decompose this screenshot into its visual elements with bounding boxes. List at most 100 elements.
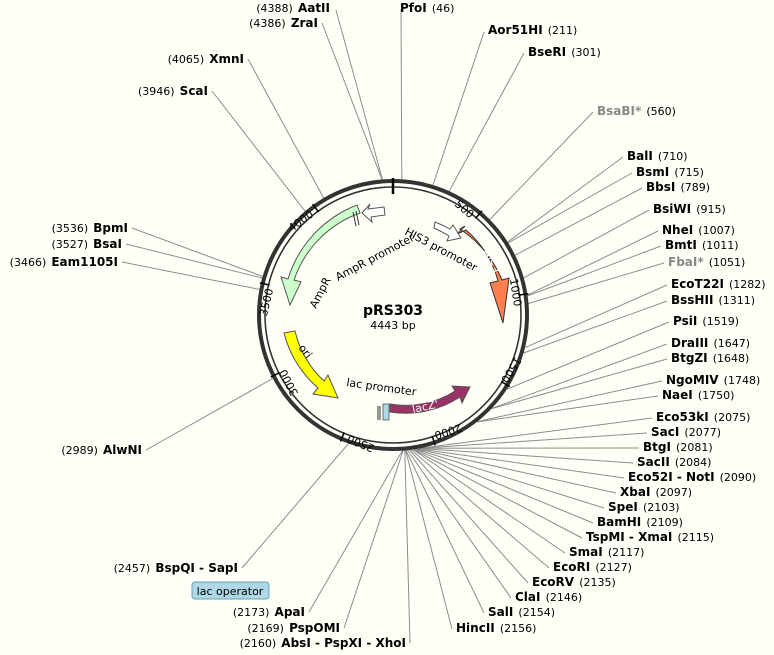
site-label: PfoI (46): [400, 0, 454, 16]
site-position: (2090): [720, 471, 757, 484]
site-position: (2457): [114, 562, 151, 575]
site-enzyme: BsiWI: [653, 202, 691, 216]
site-position: (1519): [702, 315, 739, 328]
site-leader: [506, 321, 670, 390]
site-label: SmaI (2117): [569, 541, 644, 560]
site-enzyme: AbsI - PspXI - XhoI: [281, 636, 406, 650]
site-position: (2109): [646, 516, 683, 529]
site-label: HincII (2156): [456, 617, 536, 636]
site-label: NaeI (1750): [662, 384, 734, 403]
site-position: (3527): [51, 238, 88, 251]
site-enzyme: Eco53kI: [656, 410, 709, 424]
site-position: (2135): [579, 576, 616, 589]
ampr-promoter-label: AmpR promoter: [333, 231, 417, 284]
site-position: (2146): [546, 591, 583, 604]
site-leader: [416, 448, 617, 494]
site-leader: [419, 447, 634, 464]
site-label: BsmI (715): [636, 161, 704, 180]
site-label: (4388) AatII: [256, 0, 330, 16]
site-position: (2081): [676, 441, 713, 454]
site-enzyme: XbaI: [620, 485, 650, 499]
site-position: (301): [571, 46, 601, 59]
site-enzyme: SmaI: [569, 545, 603, 559]
site-leader: [527, 245, 662, 297]
site-enzyme: AlwNI: [103, 443, 142, 457]
site-leader: [420, 432, 648, 449]
site-label: (4386) ZraI: [249, 12, 318, 31]
site-enzyme: BtgI: [643, 440, 671, 454]
site-position: (2103): [643, 501, 680, 514]
site-position: (4386): [249, 17, 286, 30]
site-leader: [412, 449, 566, 554]
site-label: (2169) PspOMI: [247, 617, 340, 636]
site-enzyme: NgoMIV: [666, 373, 719, 387]
his3-promoter-arrow: [433, 221, 462, 242]
tick-label: 2500: [345, 432, 376, 455]
site-position: (1648): [713, 352, 750, 365]
site-position: (2169): [247, 622, 284, 635]
site-leader: [507, 156, 624, 243]
site-leader: [308, 450, 403, 613]
site-position: (1007): [698, 224, 735, 237]
site-position: (2115): [677, 531, 714, 544]
lac-promoter-label: lac promoter: [346, 376, 418, 399]
lac-operator-mark: [382, 403, 390, 421]
site-position: (3466): [10, 256, 47, 269]
site-leader: [125, 243, 263, 279]
tick-mark: [500, 380, 511, 388]
site-leader: [524, 284, 668, 349]
site-label: SalI (2154): [488, 601, 555, 620]
site-label: (3946) ScaI: [138, 80, 208, 99]
site-label: EcoRV (2135): [532, 571, 616, 590]
site-position: (3536): [52, 222, 89, 235]
tick-mark: [339, 431, 345, 442]
tick-label: 1000: [507, 278, 524, 308]
site-enzyme: BamHI: [597, 515, 641, 529]
site-position: (2989): [61, 444, 98, 457]
site-enzyme: BspQI - SapI: [155, 561, 238, 575]
site-position: (2117): [608, 546, 645, 559]
site-enzyme: SacII: [637, 455, 670, 469]
tick-label: 3500: [257, 287, 276, 317]
site-position: (915): [696, 203, 726, 216]
site-position: (46): [432, 2, 455, 15]
site-enzyme: ZraI: [291, 16, 318, 30]
site-leader: [523, 300, 668, 354]
site-enzyme: SalI: [488, 605, 513, 619]
site-enzyme: BmtI: [665, 238, 697, 252]
site-position: (2084): [675, 456, 712, 469]
site-label: NheI (1007): [662, 219, 735, 238]
site-label: BamHI (2109): [597, 511, 683, 530]
ampr-label: AmpR: [307, 275, 334, 311]
site-enzyme: BtgZI: [671, 351, 708, 365]
site-label: NgoMIV (1748): [666, 369, 760, 388]
site-position: (1311): [719, 294, 756, 307]
site-enzyme: Eam1105I: [51, 255, 118, 269]
site-label: DraIII (1647): [671, 332, 750, 351]
site-position: (2075): [714, 411, 751, 424]
tick-label: 1500: [498, 354, 524, 385]
site-label: BmtI (1011): [665, 234, 739, 253]
site-label: (3466) Eam1105I: [10, 251, 118, 270]
site-enzyme: BsaI: [93, 237, 122, 251]
ori-arrow: [283, 330, 339, 399]
tick-label: 2000: [433, 421, 464, 442]
site-leader: [420, 417, 653, 449]
site-leader: [131, 227, 263, 277]
site-leader: [491, 343, 668, 409]
site-position: (1282): [729, 278, 766, 291]
plasmid-name: pRS303: [363, 303, 423, 319]
site-leader: [527, 230, 659, 296]
site-label: BssHII (1311): [671, 289, 755, 308]
site-position: (2097): [656, 486, 693, 499]
site-leader: [414, 448, 594, 524]
site-enzyme: PfoI: [400, 1, 427, 15]
site-label: (3527) BsaI: [51, 233, 122, 252]
tick-mark: [518, 292, 529, 296]
site-enzyme: SacI: [651, 425, 679, 439]
site-position: (4065): [168, 53, 205, 66]
site-leader: [432, 31, 485, 186]
site-label: ClaI (2146): [515, 586, 582, 605]
site-label: SacI (2077): [651, 421, 721, 440]
